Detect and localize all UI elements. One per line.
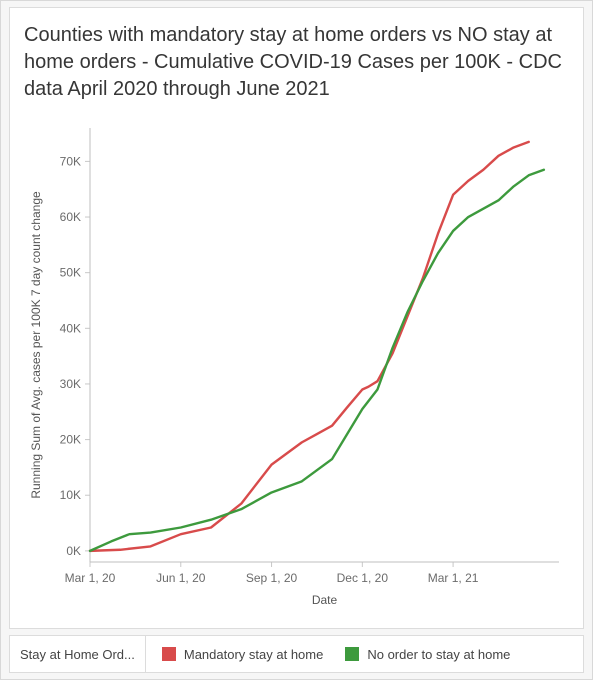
svg-text:Dec 1, 20: Dec 1, 20 <box>337 571 389 585</box>
svg-text:Mar 1, 21: Mar 1, 21 <box>428 571 479 585</box>
legend-label-0: Mandatory stay at home <box>184 647 323 662</box>
plot-area: 0K 10K 20K 30K 40K 50K 60K 70K Mar 1, 20 Jun 1, 2… <box>24 120 569 612</box>
chart-frame: Counties with mandatory stay at home ord… <box>0 0 593 680</box>
legend-swatch-1 <box>345 647 359 661</box>
svg-text:Sep 1, 20: Sep 1, 20 <box>246 571 298 585</box>
svg-text:20K: 20K <box>60 433 81 447</box>
chart-card: Counties with mandatory stay at home ord… <box>9 7 584 629</box>
line-chart-svg: 0K 10K 20K 30K 40K 50K 60K 70K Mar 1, 20 Jun 1, 2… <box>24 120 569 612</box>
svg-text:0K: 0K <box>66 544 81 558</box>
svg-text:Running Sum of Avg. cases per: Running Sum of Avg. cases per 100K 7 day… <box>29 191 43 499</box>
legend-items: Mandatory stay at home No order to stay a… <box>146 647 527 662</box>
svg-text:40K: 40K <box>60 321 81 335</box>
legend-bar: Stay at Home Ord... Mandatory stay at ho… <box>9 635 584 673</box>
svg-text:30K: 30K <box>60 377 81 391</box>
legend-title: Stay at Home Ord... <box>10 636 146 672</box>
svg-text:60K: 60K <box>60 210 81 224</box>
legend-swatch-0 <box>162 647 176 661</box>
svg-text:Mar 1, 20: Mar 1, 20 <box>65 571 116 585</box>
svg-text:10K: 10K <box>60 488 81 502</box>
legend-item-0: Mandatory stay at home <box>162 647 323 662</box>
svg-text:50K: 50K <box>60 266 81 280</box>
legend-label-1: No order to stay at home <box>367 647 510 662</box>
svg-text:Jun 1, 20: Jun 1, 20 <box>156 571 206 585</box>
legend-item-1: No order to stay at home <box>345 647 510 662</box>
svg-text:70K: 70K <box>60 154 81 168</box>
chart-title: Counties with mandatory stay at home ord… <box>24 22 569 103</box>
svg-text:Date: Date <box>312 593 338 607</box>
